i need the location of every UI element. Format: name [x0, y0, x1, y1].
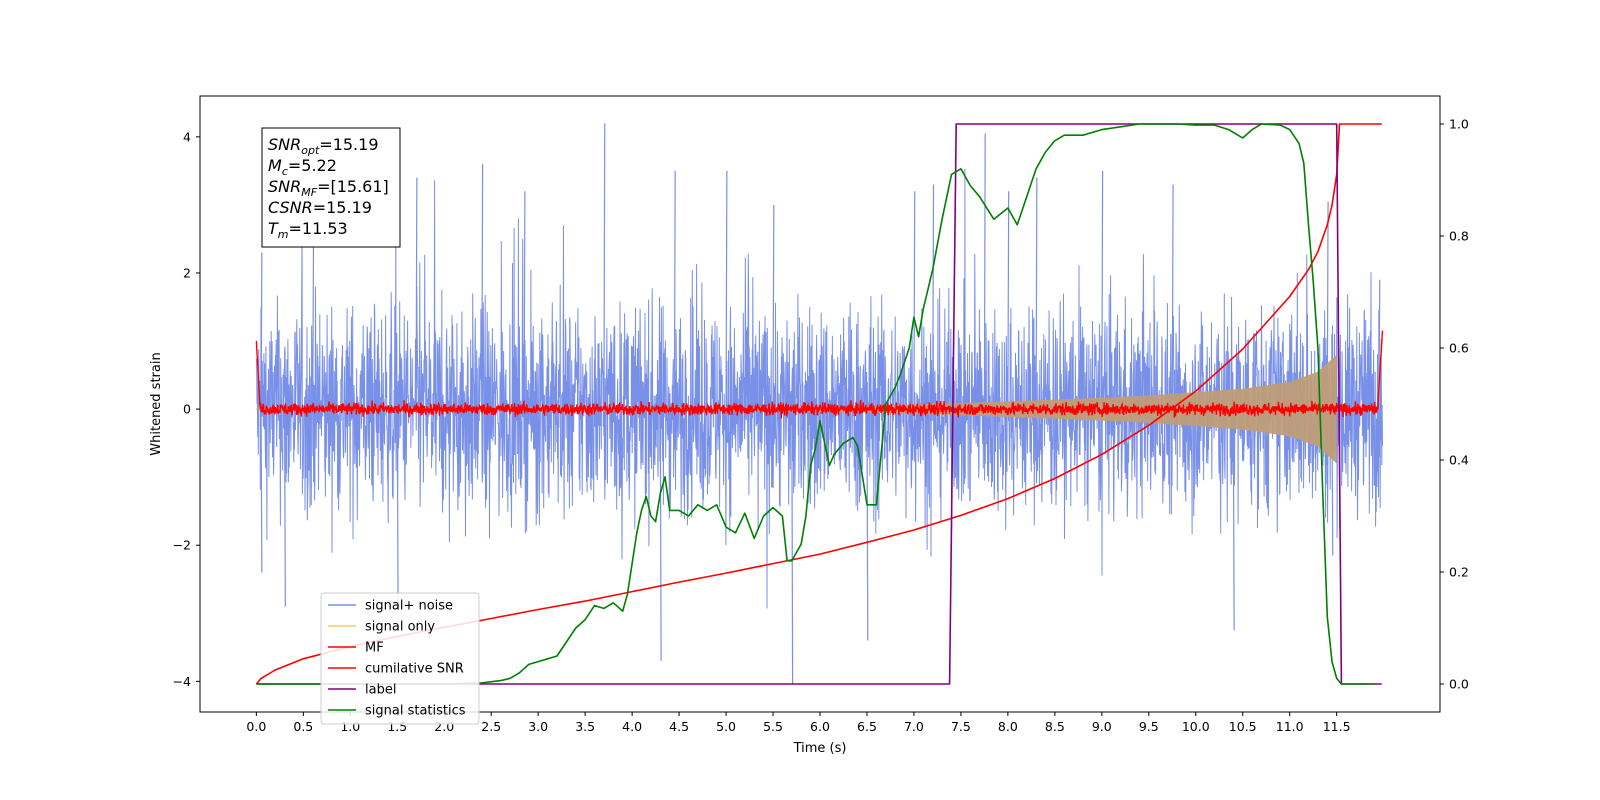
noise-peak	[312, 238, 315, 410]
noise-peak	[1007, 191, 1010, 410]
x-tick-label: 5.5	[763, 719, 783, 734]
y-tick-label: 2	[183, 265, 191, 280]
legend-label-signal-statistics: signal statistics	[365, 704, 466, 719]
x-tick-label: 8.5	[1045, 719, 1065, 734]
x-tick-label: 10.5	[1229, 719, 1257, 734]
x-tick-label: 11.5	[1323, 719, 1351, 734]
y-axis-left: −4 −2 0 2 4	[173, 129, 200, 689]
series-signal-noise	[255, 168, 1383, 609]
noise-peak	[791, 409, 794, 685]
x-tick-label: 7.0	[904, 719, 924, 734]
noise-peak	[659, 409, 662, 661]
y2-tick-label: 0.8	[1449, 229, 1469, 244]
legend-label-mf: MF	[365, 641, 384, 656]
y-tick-label: 0	[183, 402, 191, 417]
noise-peak	[603, 123, 606, 410]
y-tick-label: −4	[173, 674, 191, 689]
x-axis: 0.0 0.5 1.0 1.5 2.0 2.5 3.0 3.5 4.0 4.5 5.0 5.5 6.0 6…	[246, 712, 1351, 734]
y2-tick-label: 1.0	[1449, 117, 1469, 132]
x-tick-label: 5.0	[716, 719, 736, 734]
legend-label-cumilative-snr: cumilative SNR	[365, 662, 464, 677]
noise-peak	[396, 409, 399, 607]
info-box-frame	[261, 127, 401, 248]
info-csnr: CSNR=15.19	[268, 198, 372, 217]
noise-peak	[1101, 170, 1104, 410]
noise-peak	[673, 170, 676, 410]
noise-peak	[1232, 409, 1235, 631]
x-tick-label: 3.0	[528, 719, 548, 734]
noise-peak	[523, 191, 526, 410]
y-tick-label: −2	[173, 538, 191, 553]
legend: signal+ noise signal only MF cumilative SNR…	[320, 592, 480, 725]
noise-peak	[772, 204, 775, 410]
legend-label-signal-noise: signal+ noise	[365, 599, 453, 614]
x-tick-label: 7.5	[951, 719, 971, 734]
x-tick-label: 10.0	[1182, 719, 1210, 734]
noise-peak	[1035, 177, 1038, 410]
series-signal-statistics	[256, 123, 1375, 685]
noise-peak	[913, 191, 916, 410]
legend-label-label: label	[365, 683, 396, 698]
y-tick-label: 4	[183, 129, 191, 144]
noise-peak	[260, 252, 263, 410]
legend-label-signal-only: signal only	[365, 620, 435, 635]
info-m-c: Mc=5.22	[268, 156, 337, 178]
info-snr-mf: SNRMF=[15.61]	[268, 177, 389, 199]
x-tick-label: 3.5	[575, 719, 595, 734]
noise-peak	[415, 177, 418, 410]
info-box: SNRopt=15.19Mc=5.22SNRMF=[15.61]CSNR=15.…	[261, 127, 401, 248]
y2-tick-label: 0.6	[1449, 341, 1469, 356]
x-tick-label: 6.0	[810, 719, 830, 734]
x-tick-label: 4.0	[622, 719, 642, 734]
y2-tick-label: 0.4	[1449, 453, 1469, 468]
legend-frame	[320, 592, 480, 725]
x-tick-label: 8.0	[998, 719, 1018, 734]
noise-peak	[866, 409, 869, 641]
noise-peak	[283, 409, 286, 607]
noise-peak	[260, 409, 263, 573]
x-tick-label: 9.5	[1139, 719, 1159, 734]
series-layer	[255, 123, 1384, 685]
noise-peak	[1171, 184, 1174, 410]
y2-tick-label: 0.0	[1449, 677, 1469, 692]
x-tick-label: 0.0	[246, 719, 266, 734]
noise-peak	[481, 164, 484, 410]
y2-tick-label: 0.2	[1449, 565, 1469, 580]
noise-peak	[983, 133, 986, 410]
noise-peak	[932, 184, 935, 410]
x-tick-label: 9.0	[1092, 719, 1112, 734]
series-mf	[255, 330, 1384, 419]
y-axis-label: Whitened strain	[149, 352, 164, 455]
y-axis-right: 0.0 0.2 0.4 0.6 0.8 1.0	[1440, 117, 1469, 692]
noise-peak	[725, 170, 728, 410]
x-axis-label: Time (s)	[793, 741, 847, 756]
x-tick-label: 6.5	[857, 719, 877, 734]
x-tick-label: 2.5	[481, 719, 501, 734]
x-tick-label: 11.0	[1276, 719, 1304, 734]
x-tick-label: 4.5	[669, 719, 689, 734]
info-t-m: Tm=11.53	[268, 219, 348, 241]
x-tick-label: 0.5	[293, 719, 313, 734]
info-snr-opt: SNRopt=15.19	[268, 135, 379, 157]
